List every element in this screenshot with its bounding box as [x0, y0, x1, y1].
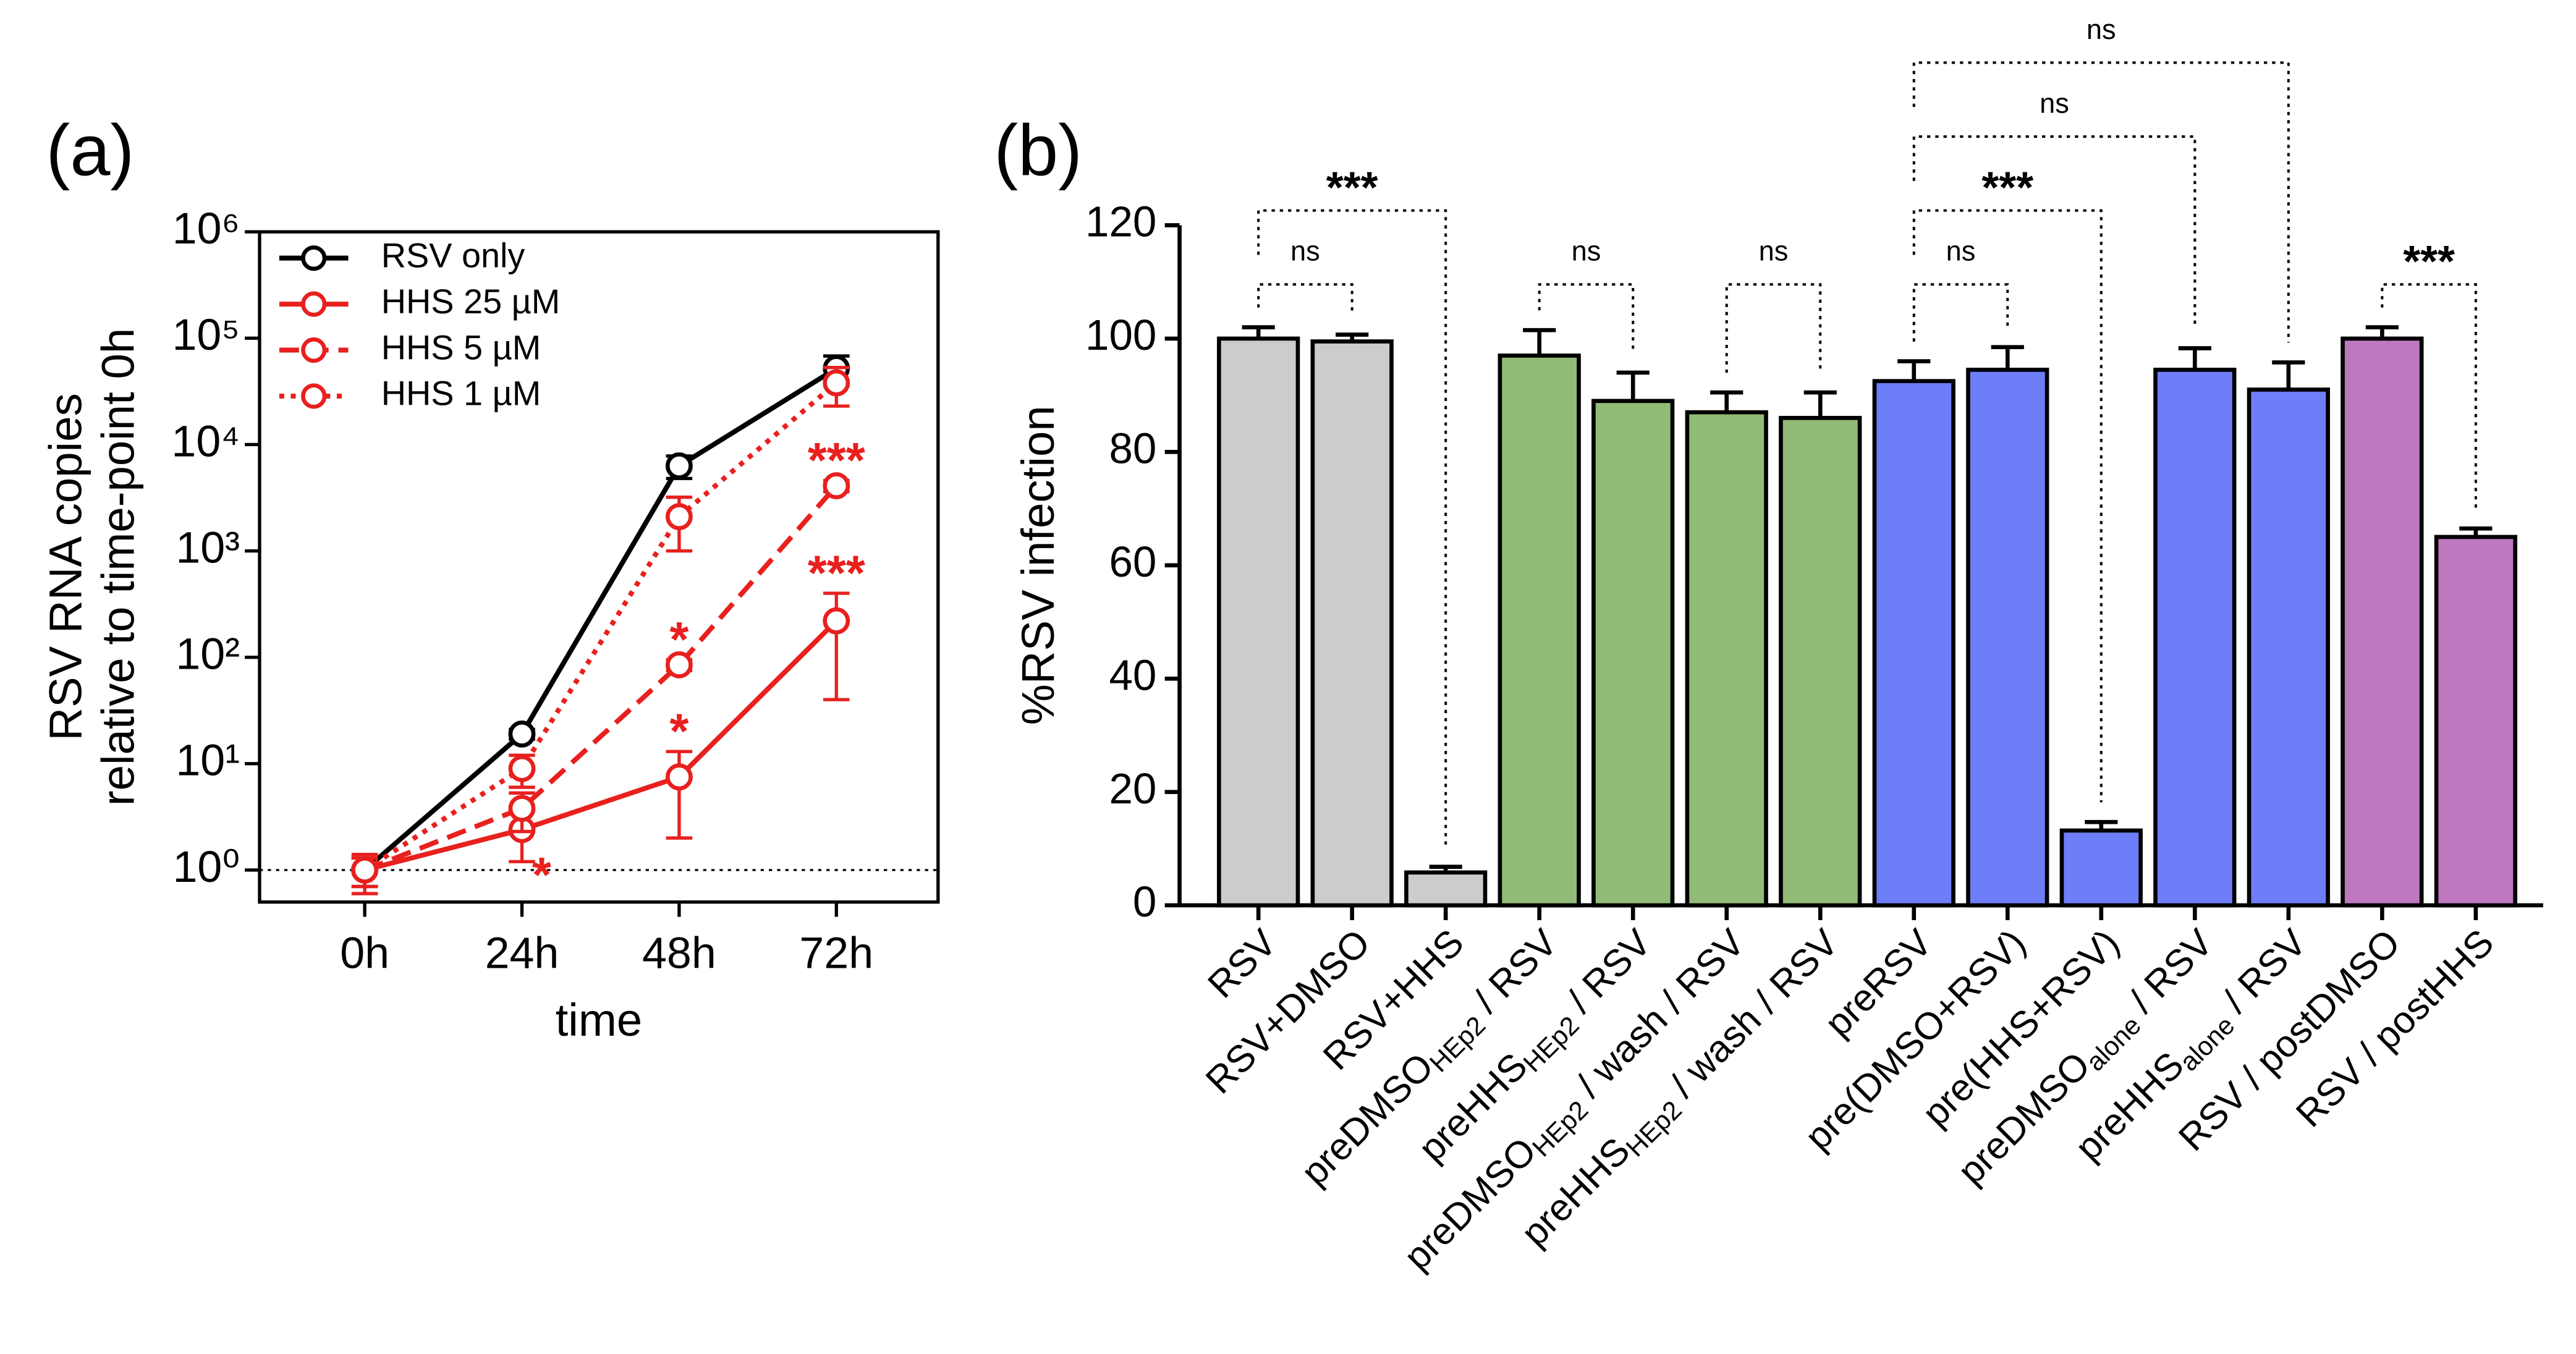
bar [2434, 535, 2517, 908]
comparison-label: *** [1326, 163, 1378, 213]
legend-label: HHS 25 µM [381, 282, 561, 321]
data-point [823, 607, 850, 635]
series-line [363, 484, 839, 873]
y-tick-label: 10³ [176, 523, 240, 572]
data-point [823, 472, 850, 499]
y-tick-label: 20 [1109, 764, 1156, 813]
bar [1872, 379, 1955, 908]
comparison-bracket [1912, 135, 2197, 329]
significance-annotation: *** [808, 545, 865, 600]
comparison-label: *** [2403, 237, 2455, 286]
bar [1966, 368, 2049, 908]
y-tick-label: 10⁶ [172, 204, 240, 253]
data-point [508, 755, 536, 782]
comparison-label: ns [1572, 235, 1601, 267]
y-axis-label: %RSV infection [1012, 405, 1064, 725]
data-point [665, 763, 693, 791]
comparison-bracket [1912, 61, 2290, 343]
comparison-label: ns [1946, 235, 1976, 267]
y-tick-label: 120 [1085, 198, 1156, 246]
data-point [665, 503, 693, 530]
comparison-label: *** [1981, 163, 2033, 213]
data-point [508, 720, 536, 748]
y-tick-label: 10⁰ [172, 842, 240, 892]
comparison-label: ns [2040, 87, 2069, 119]
bar [2059, 828, 2143, 908]
bar [1591, 399, 1675, 908]
comparison-label: ns [1290, 235, 1320, 267]
legend-marker [301, 337, 327, 363]
series-line [363, 366, 838, 872]
bar [1685, 410, 1768, 908]
panel-label: (a) [46, 110, 134, 191]
bar [1217, 336, 1300, 908]
plot-frame [258, 230, 940, 904]
bar [1404, 870, 1488, 908]
x-tick-label: 48h [642, 928, 716, 978]
y-tick-label: 10⁵ [172, 310, 240, 360]
legend-label: HHS 1 µM [381, 374, 541, 413]
x-axis-label: time [556, 994, 643, 1046]
bar [1310, 339, 1394, 908]
data-point [823, 369, 850, 397]
bar [1779, 415, 1862, 908]
y-tick-label: 40 [1109, 651, 1156, 699]
bar [2153, 368, 2237, 908]
y-tick-label: 0 [1133, 878, 1156, 926]
y-tick-label: 100 [1085, 311, 1156, 359]
y-tick-label: 10⁴ [171, 417, 240, 466]
comparison-label: ns [2087, 14, 2116, 45]
legend-marker [301, 291, 327, 317]
legend-marker [301, 245, 327, 271]
legend-marker [301, 383, 327, 409]
significance-annotation: * [532, 847, 551, 902]
legend-label: RSV only [381, 235, 525, 274]
significance-annotation: * [669, 612, 688, 667]
y-axis-label: relative to time-point 0h [92, 328, 143, 806]
series-line [364, 619, 839, 873]
y-tick-label: 80 [1109, 425, 1156, 473]
significance-annotation: * [669, 704, 688, 759]
data-point [351, 856, 379, 884]
comparison-label: ns [1759, 235, 1789, 267]
x-tick-label: 0h [340, 928, 389, 978]
data-point [665, 452, 693, 480]
comparison-bracket [1257, 283, 1354, 315]
data-point [508, 795, 536, 822]
legend-label: HHS 5 µM [381, 328, 541, 366]
comparison-bracket [1725, 283, 1822, 373]
x-tick-label: 24h [485, 928, 559, 978]
y-tick-label: 10² [176, 630, 240, 679]
comparison-bracket [1912, 209, 2103, 803]
bar [2247, 387, 2330, 908]
panel-label: (b) [994, 110, 1082, 191]
significance-annotation: *** [808, 433, 865, 488]
x-tick-label: 72h [799, 928, 873, 978]
y-tick-label: 10¹ [176, 736, 240, 785]
bar [2341, 336, 2424, 908]
data-point [665, 651, 693, 679]
y-axis-label: RSV RNA copies [40, 393, 91, 740]
series-line [363, 381, 838, 873]
bar [1498, 353, 1581, 908]
y-tick-label: 60 [1109, 538, 1156, 586]
